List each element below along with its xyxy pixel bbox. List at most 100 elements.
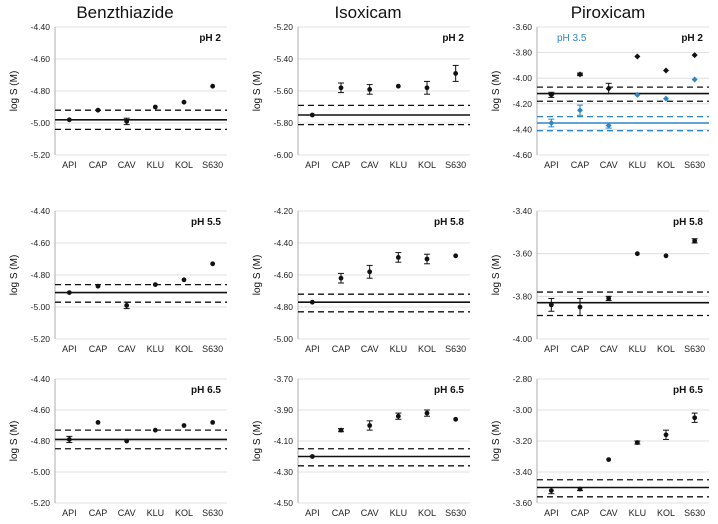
ph-label: pH 5.8: [434, 217, 464, 228]
y-tick-label: -4.40: [31, 22, 51, 32]
data-point: [548, 120, 555, 126]
x-tick-label-cap: CAP: [571, 508, 590, 518]
data-point: [577, 304, 583, 310]
data-point: [66, 290, 72, 295]
data-point: [181, 423, 187, 428]
y-tick-label: -4.60: [513, 150, 533, 160]
y-axis-label: log S (M): [9, 255, 20, 296]
data-point: [395, 83, 401, 89]
data-point: [181, 277, 187, 283]
x-tick-label-s630: S630: [202, 160, 223, 170]
y-tick-label: -4.40: [513, 124, 533, 134]
y-tick-label: -2.80: [513, 374, 533, 384]
data-point: [338, 427, 344, 433]
ph-label: pH 5.5: [191, 217, 221, 228]
data-point: [606, 457, 612, 462]
data-point: [634, 251, 640, 257]
data-point: [210, 261, 216, 267]
x-tick-label-kol: KOL: [418, 160, 436, 170]
y-axis-label: log S (M): [252, 71, 263, 112]
data-point: [367, 269, 373, 275]
data-point: [577, 71, 583, 78]
x-tick-label-cav: CAV: [361, 344, 379, 354]
x-tick-label-s630: S630: [202, 508, 223, 518]
y-tick-label: -4.40: [274, 238, 294, 248]
y-tick-label: -4.00: [513, 334, 533, 344]
data-point: [548, 488, 554, 493]
x-tick-label-klu: KLU: [147, 508, 165, 518]
x-tick-label-s630: S630: [445, 508, 466, 518]
y-tick-label: -4.80: [31, 86, 51, 96]
x-tick-label-cav: CAV: [361, 160, 379, 170]
y-tick-label: -5.60: [274, 86, 294, 96]
x-tick-label-kol: KOL: [418, 344, 436, 354]
data-point: [548, 91, 555, 98]
data-point: [338, 85, 344, 91]
y-tick-label: -4.60: [31, 54, 51, 64]
x-tick-label-s630: S630: [445, 160, 466, 170]
x-tick-label-cav: CAV: [118, 160, 136, 170]
y-tick-label: -3.80: [513, 291, 533, 301]
ph-label: pH 2: [681, 33, 703, 44]
y-tick-label: -5.20: [31, 334, 51, 344]
data-point: [124, 119, 130, 124]
panel-pirox-ph2: -3.60 -3.80 -4.00 -4.20 -4.40 -4.60 log S (M) A…: [491, 22, 709, 170]
x-tick-label-api: API: [305, 508, 320, 518]
y-tick-label: -5.40: [274, 54, 294, 64]
y-tick-label: -5.20: [31, 150, 51, 160]
x-tick-label-kol: KOL: [175, 344, 193, 354]
x-tick-label-cav: CAV: [118, 344, 136, 354]
data-point: [309, 454, 315, 459]
data-point: [663, 253, 669, 259]
data-point: [577, 486, 583, 492]
x-tick-label-api: API: [62, 160, 77, 170]
data-point: [663, 432, 669, 438]
x-tick-label-s630: S630: [684, 160, 705, 170]
chart-panels: -4.40 -4.60 -4.80 -5.00 -5.20 log S (M) API CAP…: [9, 22, 709, 518]
y-tick-label: -3.00: [513, 405, 533, 415]
data-point: [210, 83, 216, 89]
x-tick-label-kol: KOL: [657, 508, 675, 518]
y-tick-label: -3.20: [513, 436, 533, 446]
y-tick-label: -3.80: [513, 48, 533, 58]
x-tick-label-cav: CAV: [600, 344, 618, 354]
x-tick-label-klu: KLU: [629, 344, 647, 354]
x-tick-label-kol: KOL: [175, 508, 193, 518]
y-tick-label: -5.00: [274, 334, 294, 344]
x-tick-label-api: API: [544, 160, 559, 170]
y-tick-label: -5.20: [31, 498, 51, 508]
data-point: [95, 420, 101, 425]
panel-benz-ph55: -4.40 -4.60 -4.80 -5.00 -5.20 log S (M) API CAP…: [9, 206, 227, 354]
x-tick-label-klu: KLU: [147, 160, 165, 170]
x-tick-label-s630: S630: [445, 344, 466, 354]
x-tick-label-s630: S630: [684, 508, 705, 518]
y-tick-label: -5.80: [274, 118, 294, 128]
y-tick-label: -3.60: [513, 22, 533, 32]
x-tick-label-cav: CAV: [361, 508, 379, 518]
y-tick-label: -3.60: [513, 498, 533, 508]
x-tick-label-cav: CAV: [600, 508, 618, 518]
y-tick-label: -4.40: [31, 374, 51, 384]
y-tick-label: -3.90: [274, 405, 294, 415]
ph-label: pH 5.8: [673, 217, 703, 228]
y-tick-label: -4.30: [274, 467, 294, 477]
data-point: [367, 87, 373, 92]
x-tick-label-klu: KLU: [390, 508, 408, 518]
y-tick-label: -3.40: [513, 206, 533, 216]
x-tick-label-cap: CAP: [89, 508, 108, 518]
data-point: [66, 117, 72, 123]
data-point: [395, 255, 401, 260]
data-point: [395, 413, 401, 419]
data-point: [124, 438, 130, 444]
data-point: [691, 52, 698, 59]
data-point: [367, 423, 373, 428]
y-tick-label: -5.00: [31, 118, 51, 128]
data-point: [548, 302, 554, 308]
data-point: [577, 107, 583, 114]
x-tick-label-api: API: [305, 344, 320, 354]
data-point: [605, 85, 612, 92]
data-point: [66, 437, 72, 442]
x-tick-label-kol: KOL: [175, 160, 193, 170]
x-tick-label-kol: KOL: [418, 508, 436, 518]
panel-isox-ph2: -5.20 -5.40 -5.60 -5.80 -6.00 log S (M) API CAP…: [252, 22, 470, 170]
